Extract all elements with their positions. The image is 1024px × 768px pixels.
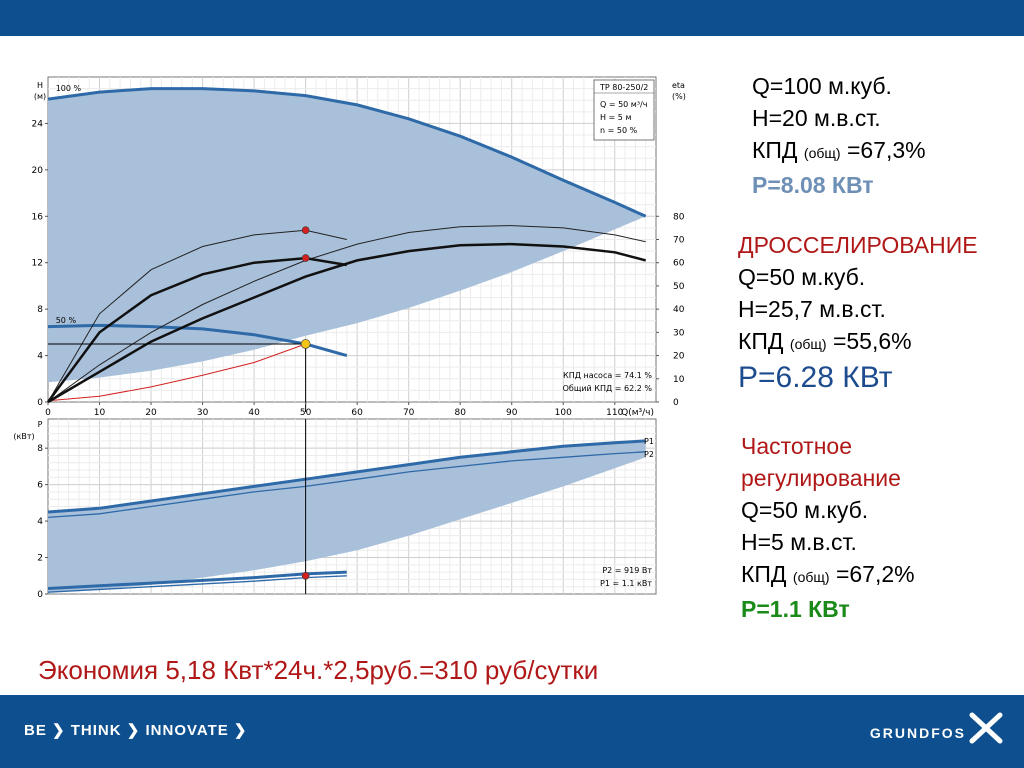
pump-charts: TP 80-250/2Q = 50 м³/чH = 5 мn = 50 %100… bbox=[13, 76, 686, 600]
x-tick-label: 90 bbox=[506, 408, 518, 418]
y2-tick-label: 40 bbox=[673, 305, 685, 315]
grundfos-logo-icon bbox=[969, 712, 1003, 744]
x-tick-label: 30 bbox=[197, 408, 209, 418]
nominal-power: P=8.08 КВт bbox=[752, 172, 874, 198]
y-tick-label: 24 bbox=[32, 119, 44, 129]
throttle-block: ДРОССЕЛИРОВАНИЕ Q=50 м.куб. H=25,7 м.в.с… bbox=[738, 229, 978, 396]
vfd-flow: Q=50 м.куб. bbox=[741, 497, 869, 523]
info-model: TP 80-250/2 bbox=[599, 83, 648, 92]
throttle-head: H=25,7 м.в.ст. bbox=[738, 296, 886, 322]
note-total-efficiency: Общий КПД = 62.2 % bbox=[563, 384, 653, 393]
y-tick-label-bottom: 4 bbox=[37, 517, 43, 527]
y-tick-label-bottom: 6 bbox=[37, 481, 43, 491]
operating-point-2 bbox=[301, 254, 310, 262]
economy-summary: Экономия 5,18 Квт*24ч.*2,5руб.=310 руб/с… bbox=[38, 655, 599, 685]
y-tick-label: 4 bbox=[37, 352, 43, 362]
info-box bbox=[593, 79, 655, 141]
operating-point-power bbox=[301, 571, 310, 580]
legend-p1: P1 bbox=[644, 437, 654, 446]
y2-tick-label: 60 bbox=[673, 259, 685, 269]
info-speed: n = 50 % bbox=[600, 126, 638, 135]
label-50-percent: 50 % bbox=[56, 316, 77, 325]
p1-curve bbox=[47, 439, 646, 514]
note-p1: P1 = 1.1 кВт bbox=[600, 579, 652, 588]
operating-area bbox=[48, 88, 646, 383]
label-100-percent: 100 % bbox=[56, 84, 82, 93]
x-tick-label: 40 bbox=[248, 408, 260, 418]
top-bar bbox=[0, 0, 1024, 36]
p-axis-unit: (кВт) bbox=[13, 432, 34, 441]
x-tick-label: 60 bbox=[351, 408, 363, 418]
nominal-block: Q=100 м.куб. H=20 м.в.ст. КПД (общ) =67,… bbox=[752, 70, 926, 201]
y-tick-label: 12 bbox=[32, 259, 43, 269]
p2-curve-50 bbox=[47, 575, 347, 593]
brand-name: GRUNDFOS bbox=[869, 725, 966, 741]
y2-tick-label: 10 bbox=[673, 375, 685, 385]
note-p2: P2 = 919 Вт bbox=[602, 566, 652, 575]
y-tick-label-bottom: 0 bbox=[37, 590, 43, 600]
system-curve bbox=[47, 343, 306, 402]
info-flow: Q = 50 м³/ч bbox=[600, 100, 647, 109]
p-axis-title: P bbox=[38, 420, 43, 429]
slogan-be: BE bbox=[24, 722, 47, 739]
y2-axis-title: eta bbox=[672, 81, 685, 90]
throttle-power: P=6.28 КВт bbox=[738, 361, 893, 394]
p2-curve bbox=[47, 451, 646, 519]
eta-total-100 bbox=[47, 242, 647, 404]
p1-curve-50 bbox=[47, 570, 347, 590]
y-tick-label: 16 bbox=[32, 212, 44, 222]
throttle-flow: Q=50 м.куб. bbox=[738, 264, 866, 290]
throttle-title: ДРОССЕЛИРОВАНИЕ bbox=[738, 232, 978, 258]
vfd-efficiency: КПД (общ) =67,2% bbox=[741, 561, 915, 587]
nominal-efficiency: КПД (общ) =67,3% bbox=[752, 137, 926, 163]
chevron-right-icon: ❯ bbox=[121, 722, 146, 739]
slogan-think: THINK bbox=[70, 722, 122, 739]
x-tick-label: 110 bbox=[606, 408, 623, 418]
x-axis-title: Q(м³/ч) bbox=[621, 408, 654, 418]
x-tick-label: 100 bbox=[555, 408, 572, 418]
y-tick-label: 20 bbox=[32, 166, 44, 176]
vfd-title-line2: регулирование bbox=[741, 465, 901, 491]
y2-tick-label: 0 bbox=[673, 398, 679, 408]
x-tick-label: 0 bbox=[45, 408, 51, 418]
slogan: BE ❯ THINK ❯ INNOVATE ❯ bbox=[24, 721, 248, 739]
operating-point-1 bbox=[301, 226, 310, 235]
y-tick-label-bottom: 2 bbox=[37, 554, 43, 564]
y2-tick-label: 30 bbox=[673, 328, 685, 338]
y2-tick-label: 80 bbox=[673, 212, 685, 222]
operating-point-3 bbox=[300, 339, 311, 349]
eta-pump-100 bbox=[47, 225, 646, 403]
vfd-head: H=5 м.в.ст. bbox=[741, 529, 857, 555]
footer-bar: BE ❯ THINK ❯ INNOVATE ❯ GRUNDFOS bbox=[0, 695, 1024, 768]
y-tick-label-bottom: 8 bbox=[37, 444, 43, 454]
x-tick-label: 70 bbox=[403, 408, 415, 418]
note-pump-efficiency: КПД насоса = 74.1 % bbox=[563, 371, 652, 380]
x-tick-label: 50 bbox=[300, 408, 312, 418]
y2-axis-unit: (%) bbox=[672, 92, 686, 101]
y2-tick-label: 70 bbox=[673, 236, 685, 246]
power-area bbox=[48, 440, 646, 593]
y-axis-title: H bbox=[37, 81, 43, 90]
vfd-power: P=1.1 КВт bbox=[741, 596, 850, 622]
info-head: H = 5 м bbox=[600, 113, 631, 122]
slogan-innovate: INNOVATE bbox=[145, 722, 229, 739]
chevron-right-icon: ❯ bbox=[46, 722, 71, 739]
throttle-efficiency: КПД (общ) =55,6% bbox=[738, 328, 912, 354]
y-tick-label: 0 bbox=[37, 398, 43, 408]
x-tick-label: 80 bbox=[454, 408, 466, 418]
x-tick-label: 10 bbox=[94, 408, 106, 418]
nominal-flow: Q=100 м.куб. bbox=[752, 73, 892, 99]
y-tick-label: 8 bbox=[37, 305, 43, 315]
nominal-head: H=20 м.в.ст. bbox=[752, 105, 881, 131]
legend-p2: P2 bbox=[644, 450, 654, 459]
vfd-title-line1: Частотное bbox=[741, 433, 853, 459]
y2-tick-label: 50 bbox=[673, 282, 685, 292]
vfd-block: Частотное регулирование Q=50 м.куб. H=5 … bbox=[741, 430, 915, 625]
h-curve-100 bbox=[47, 87, 647, 218]
y-axis-unit: (м) bbox=[34, 92, 46, 101]
y2-tick-label: 20 bbox=[673, 352, 685, 362]
chevron-right-icon: ❯ bbox=[228, 722, 248, 739]
x-tick-label: 20 bbox=[145, 408, 157, 418]
